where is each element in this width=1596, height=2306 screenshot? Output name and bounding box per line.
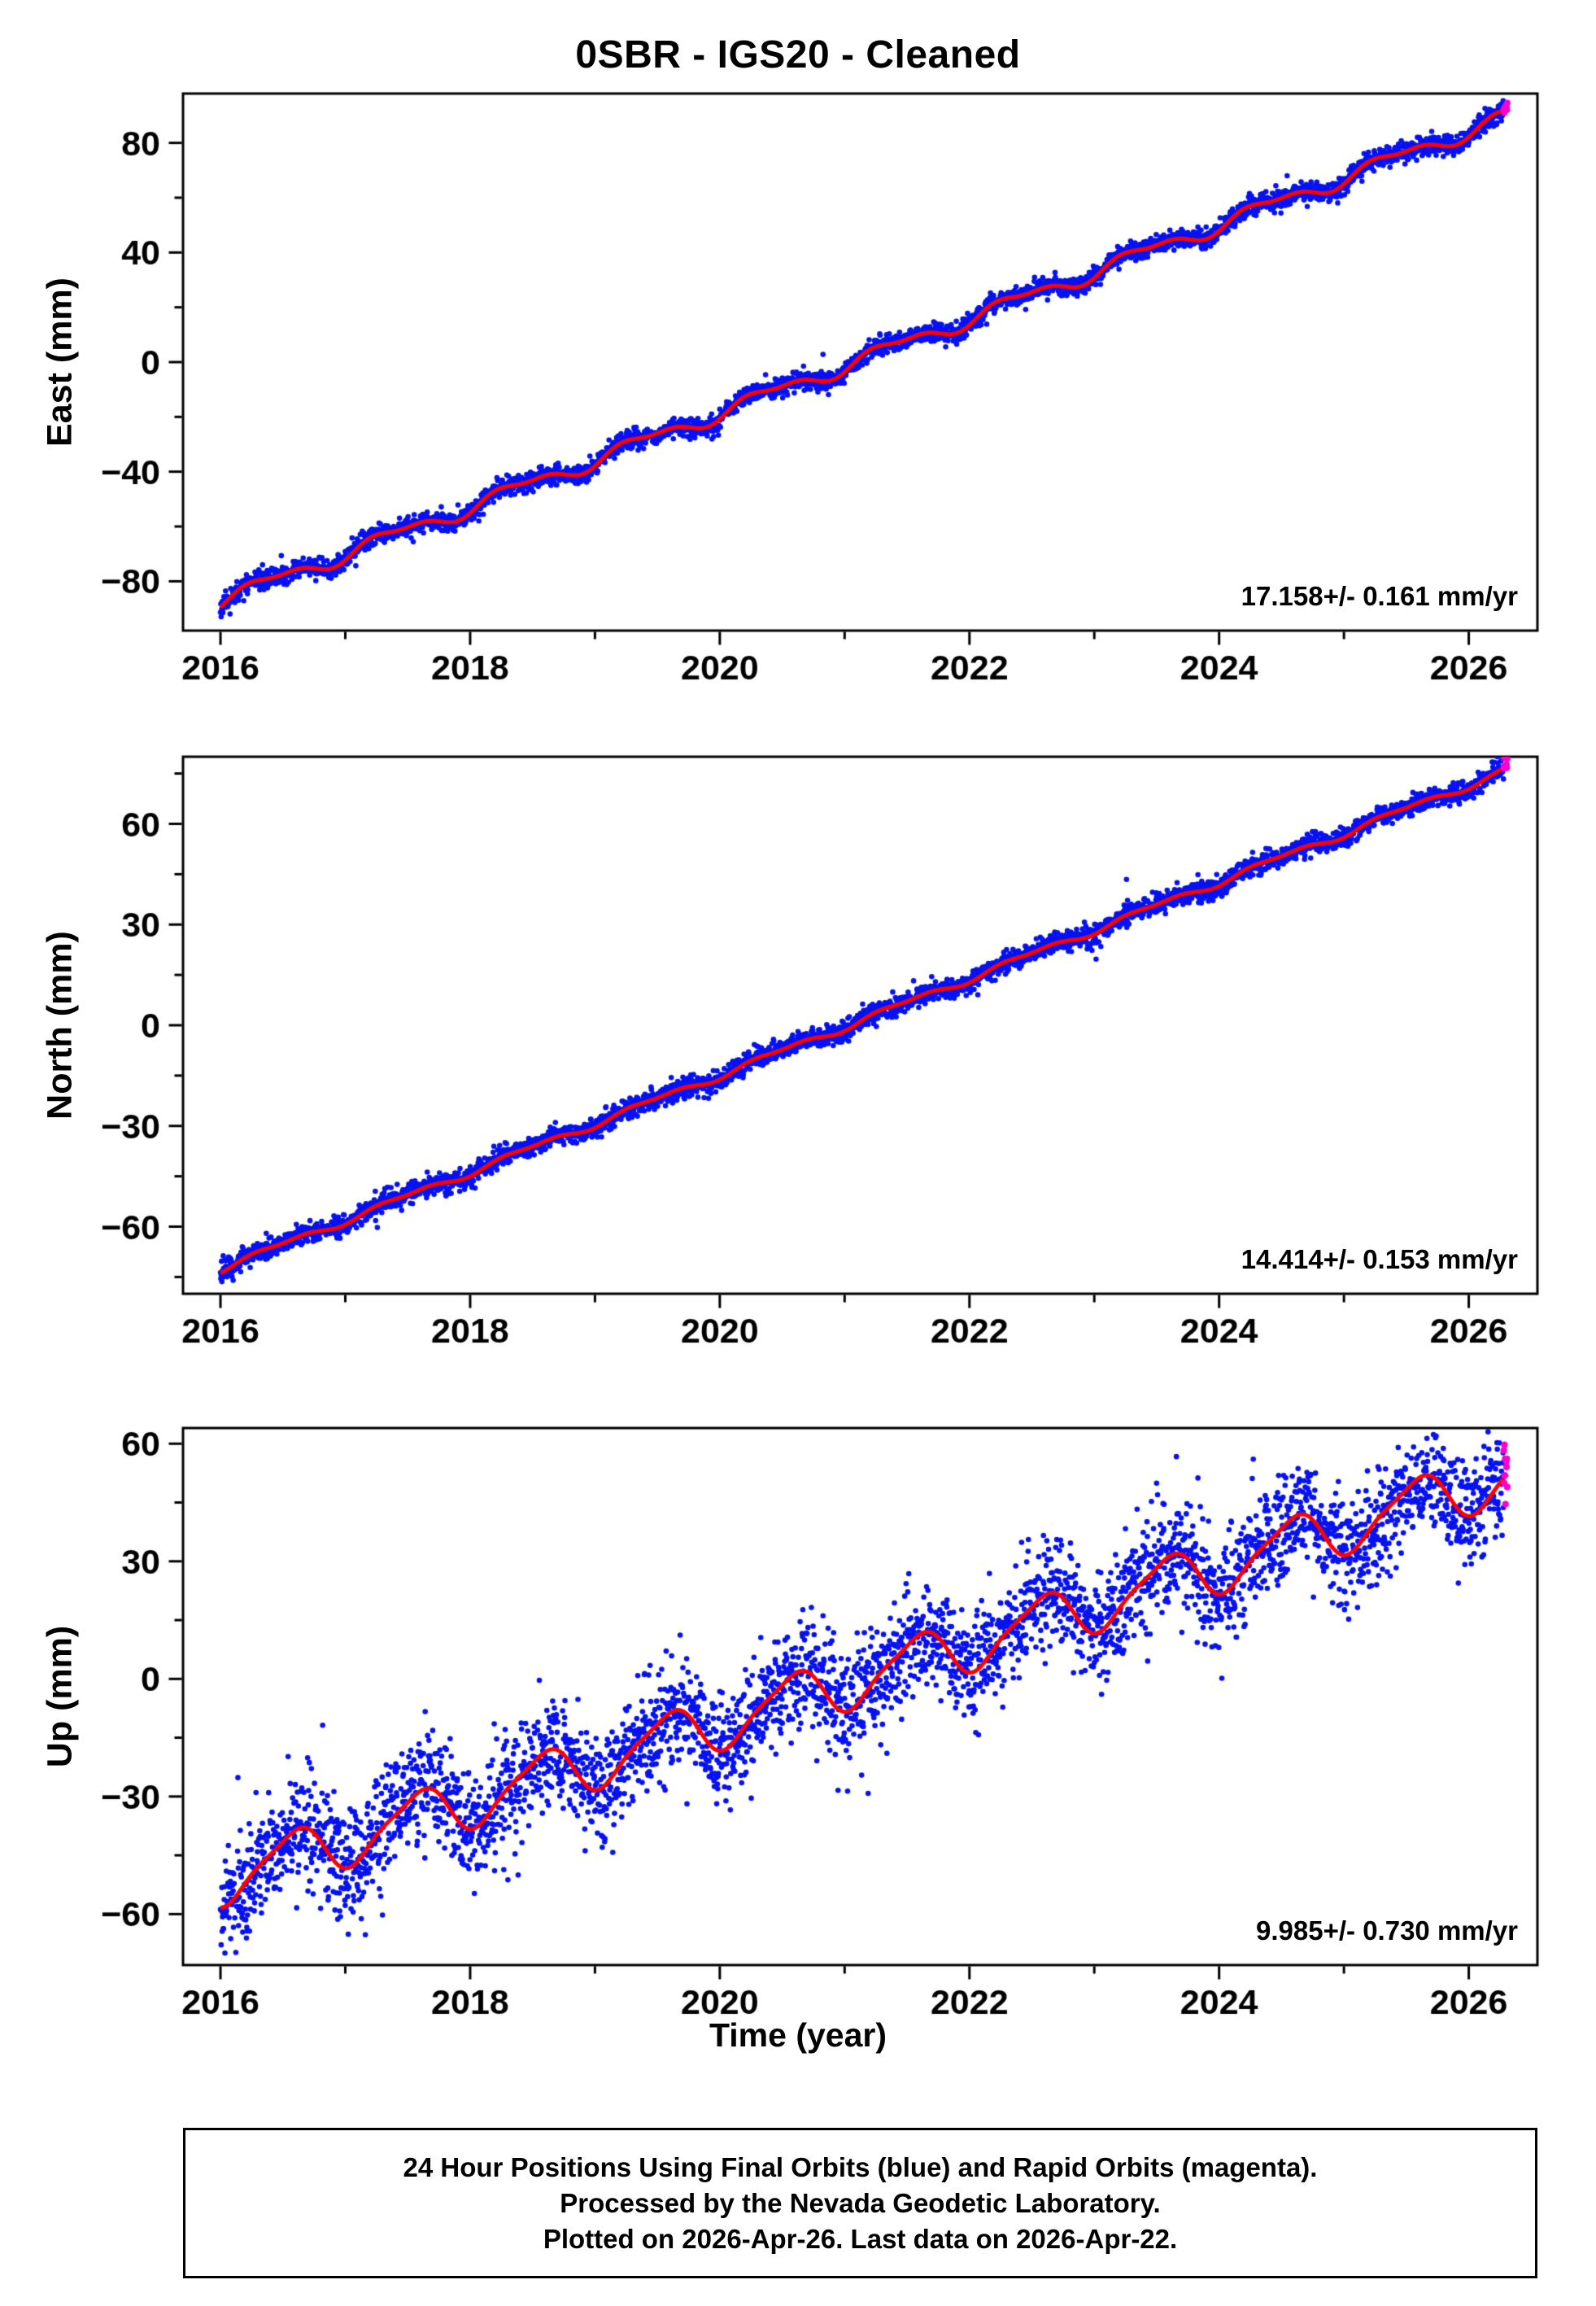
plot-title: 0SBR - IGS20 - Cleaned xyxy=(575,33,1021,76)
caption-line-processed-by: Processed by the Nevada Geodetic Laborat… xyxy=(560,2187,1161,2218)
rate-annotation-east: 17.158+/- 0.161 mm/yr xyxy=(1241,581,1518,611)
xaxis-label: Time (year) xyxy=(709,2016,887,2054)
ylabel-east: East (mm) xyxy=(40,277,80,447)
rate-annotation-north: 14.414+/- 0.153 mm/yr xyxy=(1241,1244,1518,1274)
rate-annotation-up: 9.985+/- 0.730 mm/yr xyxy=(1256,1915,1518,1946)
ylabel-north: North (mm) xyxy=(40,931,80,1120)
ylabel-up: Up (mm) xyxy=(40,1625,80,1768)
caption-box: 24 Hour Positions Using Final Orbits (bl… xyxy=(183,2128,1537,2278)
caption-line-orbits: 24 Hour Positions Using Final Orbits (bl… xyxy=(403,2151,1318,2182)
caption-line-dates: Plotted on 2026-Apr-26. Last data on 202… xyxy=(543,2223,1178,2254)
